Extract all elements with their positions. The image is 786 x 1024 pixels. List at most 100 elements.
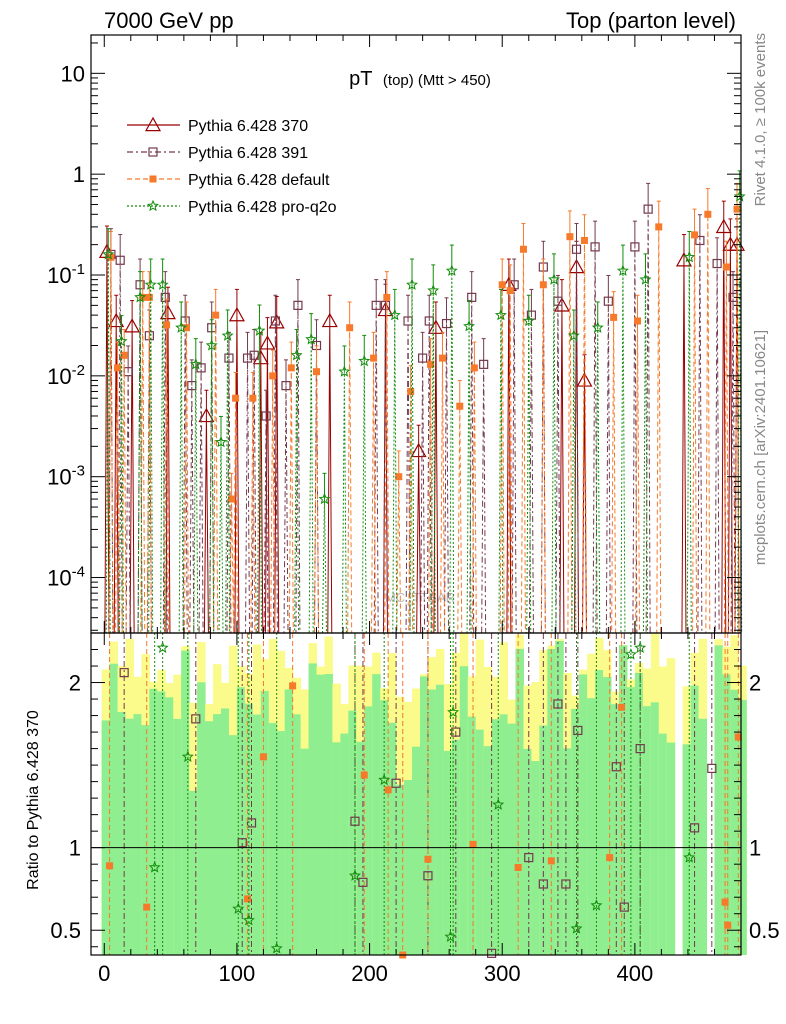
ratio-band-green xyxy=(618,645,628,955)
ratio-band-green xyxy=(738,699,747,955)
marker-p391 xyxy=(423,871,433,881)
marker-p391 xyxy=(635,743,645,754)
main-plot xyxy=(98,170,746,634)
ratio-band-green xyxy=(348,710,357,955)
ratio-band-green xyxy=(117,711,126,955)
marker-p391 xyxy=(371,300,381,310)
marker-proq2o xyxy=(181,750,194,762)
ratio-band-green xyxy=(515,648,524,955)
marker-proq2o xyxy=(388,308,401,321)
ratio-band-green xyxy=(324,673,333,955)
ratio-band-green xyxy=(101,720,111,955)
ratio-y-tick-label-left: 0.5 xyxy=(50,918,81,943)
marker-default xyxy=(259,753,267,761)
marker-default xyxy=(212,311,220,319)
series-proq2o xyxy=(102,170,746,634)
main-y-tick-label: 10-4 xyxy=(47,564,85,591)
marker-p391 xyxy=(707,763,717,774)
ratio-series-proq2o xyxy=(148,633,696,955)
marker-default xyxy=(269,372,277,380)
ratio-band-green xyxy=(276,731,286,955)
marker-p391 xyxy=(590,242,600,252)
marker-proq2o xyxy=(494,308,507,321)
marker-p391 xyxy=(611,762,621,772)
marker-p391 xyxy=(689,823,700,833)
marker-p391 xyxy=(293,300,303,310)
ratio-band-green xyxy=(396,784,405,955)
ratio-band-green xyxy=(149,688,158,955)
marker-default xyxy=(346,324,354,332)
ratio-band-green xyxy=(595,670,604,955)
ratio-band-green xyxy=(722,674,731,955)
marker-default xyxy=(734,733,742,741)
legend: Pythia 6.428 370 Pythia 6.428 391 Pythia 6… xyxy=(127,116,337,216)
ratio-band-green xyxy=(507,723,516,955)
marker-proq2o xyxy=(624,648,637,660)
ratio-band-green xyxy=(165,697,174,955)
main-y-tick-label: 1 xyxy=(73,162,85,187)
ratio-y-tick-label-left: 1 xyxy=(69,836,81,861)
marker-default xyxy=(439,354,447,362)
ratio-band-green xyxy=(523,748,532,955)
marker-default xyxy=(704,210,712,218)
marker-default xyxy=(313,368,321,376)
marker-proq2o xyxy=(232,902,245,914)
marker-proq2o xyxy=(205,339,218,351)
ratio-band-green xyxy=(531,761,540,955)
marker-p391 xyxy=(246,818,257,828)
marker-p370 xyxy=(124,318,141,333)
marker-p391 xyxy=(224,353,234,363)
marker-proq2o xyxy=(427,284,440,296)
x-tick-label: 400 xyxy=(617,961,654,986)
marker-proq2o xyxy=(144,278,157,290)
ratio-band-green xyxy=(571,708,580,955)
marker-default xyxy=(163,321,171,329)
marker-default xyxy=(722,263,730,271)
ratio-band-green xyxy=(332,742,341,955)
marker-proq2o xyxy=(683,851,696,863)
ratio-band-green xyxy=(611,704,620,955)
marker-p370 xyxy=(410,442,427,458)
marker-p391 xyxy=(281,381,291,391)
marker-proq2o xyxy=(242,914,255,926)
marker-p391 xyxy=(467,292,477,302)
marker-p370 xyxy=(144,116,162,132)
ratio-band-green xyxy=(141,725,150,955)
ratio-band-green xyxy=(443,750,453,955)
marker-proq2o xyxy=(221,329,234,341)
marker-proq2o xyxy=(156,278,169,290)
marker-p391 xyxy=(561,879,571,889)
marker-default xyxy=(183,324,191,332)
marker-p370 xyxy=(715,218,732,234)
marker-default xyxy=(610,313,618,321)
marker-proq2o xyxy=(290,348,303,361)
marker-default xyxy=(383,293,391,301)
legend-label: Pythia 6.428 370 xyxy=(188,118,308,135)
marker-p370 xyxy=(228,306,245,322)
legend-label: Pythia 6.428 default xyxy=(188,172,330,189)
marker-default xyxy=(456,402,464,410)
marker-default xyxy=(498,281,506,289)
ratio-band-green xyxy=(221,708,230,955)
ratio-band-green xyxy=(308,663,318,955)
ratio-band-green xyxy=(467,716,477,955)
ratio-band-green xyxy=(268,723,278,955)
marker-p391 xyxy=(242,353,253,363)
marker-p391 xyxy=(553,699,563,709)
marker-default xyxy=(519,245,527,253)
ratio-band-green xyxy=(125,718,134,955)
marker-default xyxy=(469,840,477,848)
marker-proq2o xyxy=(270,942,283,954)
marker-proq2o xyxy=(639,273,652,285)
ratio-band-green xyxy=(133,714,142,955)
marker-proq2o xyxy=(253,324,266,336)
marker-proq2o xyxy=(447,705,460,718)
header-right: Top (parton level) xyxy=(566,8,736,33)
marker-proq2o xyxy=(445,264,458,276)
ratio-band-green xyxy=(292,714,302,955)
ratio-band-green xyxy=(364,706,373,955)
marker-default xyxy=(424,855,432,863)
chart-title-sub: (top) (Mtt > 450) xyxy=(383,72,491,89)
marker-proq2o xyxy=(147,199,159,212)
marker-default xyxy=(232,394,240,402)
